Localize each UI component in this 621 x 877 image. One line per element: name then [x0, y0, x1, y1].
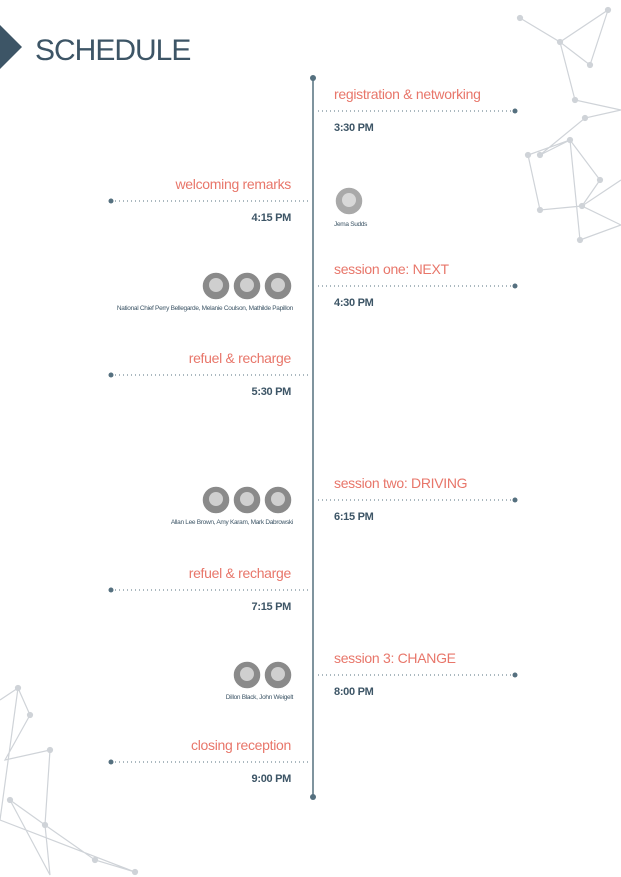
- line-dot: [512, 497, 518, 503]
- avatar-face: [209, 492, 223, 506]
- decoration: [0, 6, 621, 876]
- speaker-names: Allan Lee Brown, Amy Karam, Mark Dabrows…: [171, 519, 293, 526]
- session-title: registration & networking: [334, 86, 481, 102]
- session-time: 4:15 PM: [252, 212, 292, 224]
- session-time: 4:30 PM: [334, 297, 374, 309]
- session-title: closing reception: [191, 737, 291, 753]
- session-title: welcoming remarks: [175, 176, 292, 192]
- avatar-face: [240, 667, 254, 681]
- line-dot: [512, 283, 518, 289]
- avatar-face: [271, 278, 285, 292]
- session-time: 5:30 PM: [252, 386, 292, 398]
- line-dot: [108, 198, 114, 204]
- avatar-face: [209, 278, 223, 292]
- session-title: session two: DRIVING: [334, 475, 467, 491]
- line-dot: [108, 587, 114, 593]
- session-time: 7:15 PM: [252, 601, 292, 613]
- page-title: SCHEDULE: [35, 34, 190, 67]
- session-time: 8:00 PM: [334, 686, 374, 698]
- line-dot: [108, 759, 114, 765]
- session-title: refuel & recharge: [189, 350, 292, 366]
- session-title: session 3: CHANGE: [334, 650, 456, 666]
- avatar-face: [271, 667, 285, 681]
- speaker-names: Dillon Black, John Weigelt: [226, 694, 294, 701]
- session-time: 6:15 PM: [334, 511, 374, 523]
- items: registration & networking 3:30 PM welcomin…: [108, 86, 518, 785]
- avatar-face: [342, 193, 356, 207]
- avatar-face: [271, 492, 285, 506]
- line-dot: [512, 672, 518, 678]
- line-dot: [512, 108, 518, 114]
- session-title: refuel & recharge: [189, 565, 292, 581]
- speaker-names: National Chief Perry Bellegarde, Melanie…: [117, 305, 294, 312]
- line-dot: [108, 372, 114, 378]
- avatar-face: [240, 278, 254, 292]
- header-arrow: [0, 25, 22, 69]
- speaker-names: Jema Sudds: [334, 221, 368, 228]
- avatar-face: [240, 492, 254, 506]
- session-time: 3:30 PM: [334, 122, 374, 134]
- session-title: session one: NEXT: [334, 261, 449, 277]
- timeline-dot: [310, 794, 316, 800]
- session-time: 9:00 PM: [252, 773, 292, 785]
- timeline-dot: [310, 75, 316, 81]
